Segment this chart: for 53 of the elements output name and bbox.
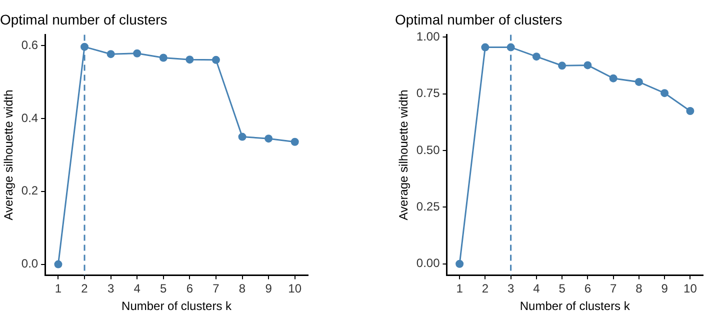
- point: [159, 54, 168, 62]
- x-tick-label: 9: [661, 282, 668, 296]
- point: [634, 78, 643, 86]
- y-tick-label: 1.00: [416, 29, 440, 44]
- y-tick-label: 0.25: [416, 199, 440, 214]
- x-axis-title: Number of clusters k: [122, 299, 233, 314]
- y-tick-label: 0.75: [416, 86, 440, 100]
- point: [133, 49, 142, 58]
- point: [558, 62, 566, 70]
- point: [660, 89, 669, 98]
- y-tick-label: 0.6: [21, 38, 38, 52]
- x-tick-label: 3: [507, 282, 514, 296]
- y-axis-title: Average silhouette width: [396, 90, 411, 220]
- point: [584, 61, 592, 70]
- y-tick-label: 0.2: [21, 184, 38, 198]
- x-tick-label: 7: [212, 282, 220, 296]
- point: [686, 107, 694, 116]
- x-tick-label: 1: [456, 282, 464, 296]
- x-tick-label: 4: [533, 282, 540, 296]
- x-tick-label: 9: [265, 282, 272, 296]
- x-tick-label: 6: [186, 282, 194, 296]
- x-tick-label: 2: [81, 282, 88, 296]
- y-tick-label: 0.00: [416, 256, 440, 270]
- x-tick-label: 5: [558, 282, 566, 296]
- x-tick-label: 5: [160, 282, 168, 296]
- y-tick-label: 0.4: [21, 110, 38, 125]
- point: [481, 43, 490, 52]
- point: [532, 52, 540, 61]
- point: [264, 134, 273, 143]
- x-tick-label: 2: [482, 282, 489, 296]
- y-tick-label: 0.50: [416, 142, 440, 157]
- x-tick-label: 1: [54, 282, 62, 296]
- point: [290, 138, 299, 146]
- x-tick-label: 3: [107, 282, 114, 296]
- x-tick-label: 6: [584, 282, 592, 296]
- x-tick-label: 10: [684, 282, 698, 296]
- point: [212, 56, 220, 64]
- point: [609, 74, 618, 82]
- x-tick-label: 4: [134, 282, 141, 296]
- y-tick-label: 0.0: [21, 256, 38, 271]
- x-tick-label: 10: [288, 282, 302, 296]
- point: [106, 50, 115, 58]
- point: [456, 260, 464, 268]
- point: [186, 56, 194, 64]
- point: [238, 132, 246, 141]
- chart-title: Optimal number of clusters: [395, 11, 562, 28]
- y-axis-title: Average silhouette width: [2, 90, 16, 220]
- point: [54, 260, 62, 268]
- x-axis-title: Number of clusters k: [520, 299, 631, 314]
- chart-title: Optimal number of clusters: [0, 11, 168, 28]
- x-tick-label: 7: [610, 282, 617, 296]
- x-tick-label: 8: [636, 282, 643, 296]
- x-tick-label: 8: [238, 282, 246, 296]
